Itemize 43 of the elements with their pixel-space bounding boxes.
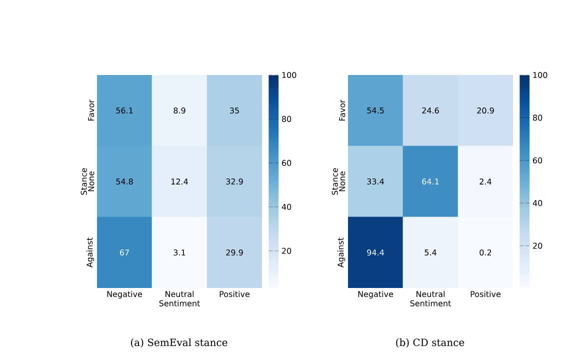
y-axis-title: Stance: [332, 168, 338, 195]
color-bar-label: 20: [282, 248, 292, 254]
data-label: 12.4: [171, 178, 188, 184]
color-bar-label: 60: [282, 160, 292, 166]
x-tick-label: Negative: [358, 290, 394, 299]
y-tick-label: None: [339, 171, 346, 192]
data-label: 2.4: [480, 178, 492, 184]
color-bar-label: 80: [533, 114, 542, 121]
data-label: 5.4: [424, 250, 436, 256]
text: (b) CD stance: [396, 338, 464, 348]
x-tick-label: Positive: [220, 290, 250, 298]
color-bar-label: 100: [282, 72, 296, 78]
data-label: 24.6: [422, 107, 439, 114]
color-bar-label: 100: [533, 72, 548, 78]
color-bar-label: 80: [282, 116, 292, 122]
color-bar-label: 40: [282, 204, 292, 210]
color-bar-label: 20: [533, 242, 542, 249]
y-tick-label: Against: [86, 238, 94, 268]
x-tick-label: Negative: [107, 290, 142, 299]
y-axis-title: Stance: [80, 168, 87, 195]
x-axis-title: Sentiment: [159, 300, 200, 306]
y-tick-label: Favor: [88, 100, 94, 121]
data-label: 54.8: [116, 178, 133, 185]
data-label: 35: [230, 107, 239, 114]
data-label: 33.4: [367, 178, 384, 185]
data-label: 56.1: [116, 107, 133, 114]
y-tick-label: Against: [337, 238, 346, 268]
x-tick-label: Neutral: [166, 290, 194, 298]
text: (a) SemEval stance: [131, 338, 228, 348]
color-bar-label: 60: [533, 157, 542, 164]
data-label: 29.9: [226, 249, 243, 256]
color-bar-label: 40: [532, 200, 542, 206]
y-tick-label: Favor: [339, 100, 346, 121]
data-label: 20.9: [477, 107, 494, 114]
data-label: 64.1: [422, 178, 439, 185]
data-label: 54.5: [367, 108, 384, 114]
data-label: 8.9: [174, 107, 186, 114]
y-tick-label: None: [88, 171, 94, 192]
x-tick-label: Neutral: [416, 290, 445, 298]
data-label: 0.2: [480, 249, 492, 256]
data-label: 32.9: [226, 178, 243, 185]
x-axis-title: Sentiment: [410, 300, 451, 306]
x-tick-label: Positive: [470, 290, 501, 298]
